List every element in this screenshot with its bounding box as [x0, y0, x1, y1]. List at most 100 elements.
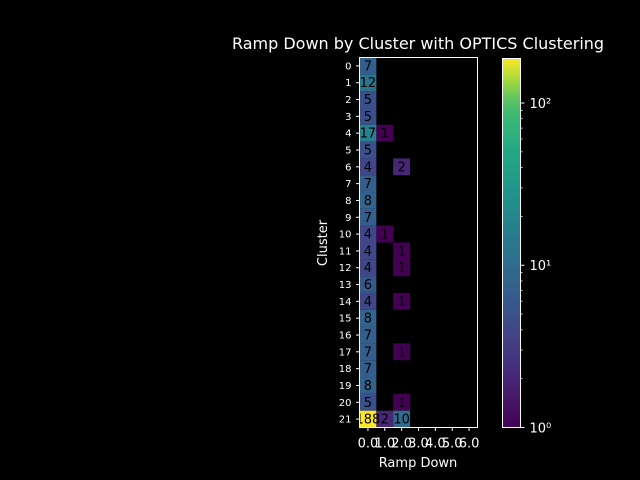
colorbar-gradient	[502, 58, 521, 428]
cell-value-label: 6	[364, 278, 372, 293]
x-axis-label: Ramp Down	[379, 456, 458, 471]
cell-value-label: 12	[360, 76, 377, 91]
heatmap-cell	[393, 410, 411, 428]
heatmap-cell	[393, 343, 411, 361]
heatmap-cell	[359, 393, 377, 411]
y-tick-label: 3	[345, 112, 351, 123]
cell-value-label: 4	[364, 160, 372, 175]
heatmap-cell	[359, 141, 377, 159]
heatmap-cell	[393, 158, 411, 176]
colorbar-tick-label: 10⁰	[530, 422, 552, 437]
heatmap-cell	[359, 124, 377, 142]
heatmap-cell	[359, 410, 377, 428]
cell-value-label: 188	[356, 413, 381, 428]
heatmap-cell	[359, 91, 377, 108]
heatmap-cells	[359, 57, 411, 428]
y-tick-label: 16	[339, 331, 352, 342]
x-tick-label: 1.0	[374, 437, 395, 452]
y-tick-label: 4	[345, 129, 351, 140]
y-tick-label: 15	[339, 314, 352, 325]
heatmap-cell	[359, 259, 377, 277]
heatmap-cell	[359, 208, 377, 226]
heatmap-cell	[359, 309, 377, 327]
cell-value-label: 8	[364, 194, 372, 209]
heatmap-cell	[359, 343, 377, 361]
heatmap-cell	[393, 259, 411, 277]
cell-value-label: 4	[364, 295, 372, 310]
cell-value-label: 1	[398, 396, 406, 411]
heatmap-cell	[359, 158, 377, 176]
cell-value-label: 1	[398, 244, 406, 259]
x-tick-label: 6.0	[459, 437, 480, 452]
heatmap-cell	[393, 242, 411, 260]
heatmap-cell	[359, 107, 377, 125]
colorbar: 10⁰ 10¹ 10²	[502, 58, 552, 437]
colorbar-tick-label: 10²	[530, 97, 552, 112]
chart-title: Ramp Down by Cluster with OPTICS Cluster…	[232, 34, 604, 53]
cell-value-label: 4	[364, 228, 372, 243]
heatmap-cell	[359, 192, 377, 209]
y-tick-label: 17	[339, 347, 352, 358]
x-tick-label: 3.0	[408, 437, 429, 452]
cell-value-label: 17	[360, 127, 377, 142]
x-tick-label: 4.0	[425, 437, 446, 452]
heatmap-cell	[359, 292, 377, 310]
colorbar-tick-label: 10¹	[530, 259, 552, 274]
y-axis-label: Cluster	[316, 219, 331, 266]
y-tick-label: 11	[339, 246, 352, 257]
y-tick-label: 1	[345, 78, 351, 89]
y-tick-label: 9	[345, 213, 351, 224]
y-tick-label: 19	[339, 381, 352, 392]
y-tick-label: 14	[339, 297, 352, 308]
x-tick-label: 2.0	[391, 437, 412, 452]
heatmap-cell	[359, 74, 377, 92]
heatmap-cell	[359, 57, 377, 75]
y-tick-label: 2	[345, 95, 351, 106]
cell-value-label: 8	[364, 312, 372, 327]
heatmap-cell	[393, 292, 411, 310]
heatmap-cell	[359, 276, 377, 293]
cell-value-label: 7	[364, 59, 372, 74]
cell-value-label: 5	[364, 144, 372, 159]
y-tick-label: 7	[345, 179, 351, 190]
y-tick-label: 12	[339, 263, 352, 274]
axes: 01234567891011121314151617181920210.01.0…	[339, 57, 480, 452]
y-tick-label: 18	[339, 364, 352, 375]
heatmap-cell	[359, 225, 377, 243]
heatmap-cell	[359, 175, 377, 193]
heatmap-cell	[359, 377, 377, 394]
cell-value-label: 1	[381, 228, 389, 243]
heatmap-cell	[359, 360, 377, 378]
cell-value-label: 8	[364, 379, 372, 394]
heatmap-cell	[376, 410, 394, 428]
y-tick-label: 21	[339, 415, 352, 426]
cell-value-label: 7	[364, 345, 372, 360]
heatmap-cell	[393, 393, 411, 411]
cell-value-label: 4	[364, 261, 372, 276]
cell-value-label: 2	[381, 413, 389, 428]
y-tick-label: 0	[345, 61, 351, 72]
cell-value-label: 7	[364, 177, 372, 192]
cell-value-label: 1	[398, 261, 406, 276]
cell-value-label: 2	[398, 160, 406, 175]
cell-value-label: 7	[364, 211, 372, 226]
x-tick-label: 5.0	[442, 437, 463, 452]
heatmap-cell	[359, 326, 377, 344]
cell-value-label: 10	[393, 413, 410, 428]
y-tick-label: 13	[339, 280, 352, 291]
cell-value-label: 7	[364, 362, 372, 377]
y-tick-label: 5	[345, 146, 351, 157]
cell-value-label: 5	[364, 110, 372, 125]
cell-value-label: 5	[364, 93, 372, 108]
heatmap-cell	[359, 242, 377, 260]
cell-value-label: 1	[398, 345, 406, 360]
cell-value-label: 7	[364, 329, 372, 344]
cell-value-label: 5	[364, 396, 372, 411]
cell-value-label: 4	[364, 244, 372, 259]
cell-value-label: 1	[398, 295, 406, 310]
y-tick-label: 8	[345, 196, 351, 207]
heatmap-cell	[376, 124, 394, 142]
colorbar-frame	[502, 58, 521, 428]
